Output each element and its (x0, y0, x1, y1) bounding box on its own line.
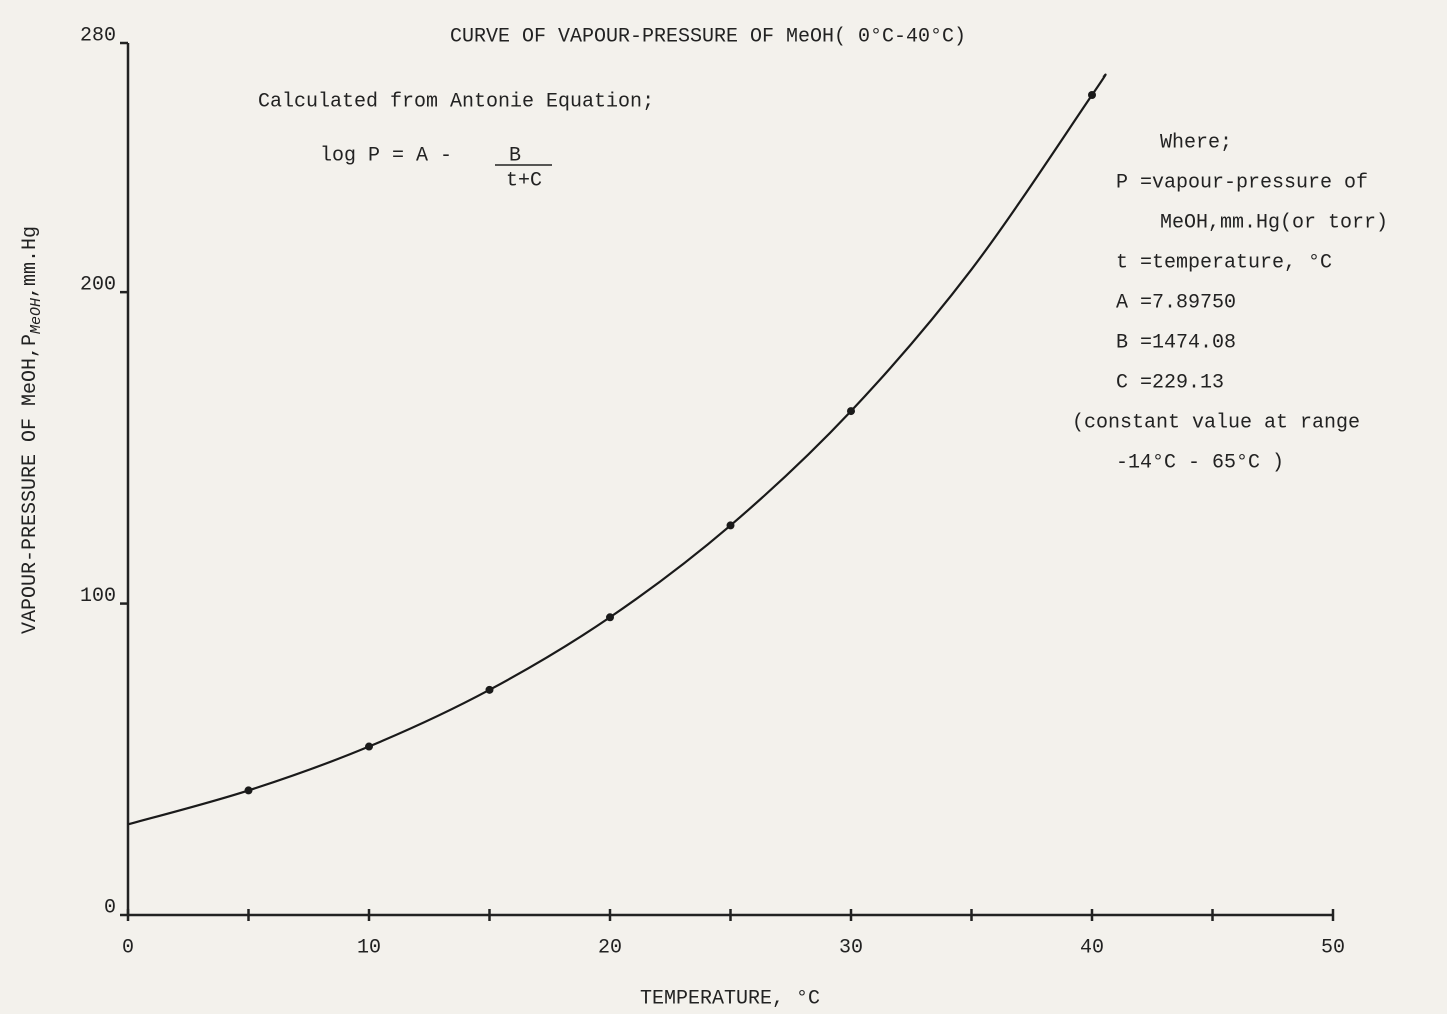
note-line: t =temperature, °C (1116, 251, 1332, 274)
y-tick-label: 0 (104, 896, 116, 919)
y-tick-label: 100 (80, 585, 116, 608)
y-tick-label: 280 (80, 24, 116, 47)
x-tick-label: 40 (1080, 936, 1104, 959)
y-label-unit: ,mm.Hg (19, 226, 42, 298)
annotation: Calculated from Antonie Equation; (258, 90, 654, 113)
equation: log P = A - (320, 144, 452, 167)
note-line: P =vapour-pressure of (1116, 171, 1368, 194)
equation-numerator: B (509, 144, 521, 167)
x-axis-label: TEMPERATURE, °C (640, 987, 820, 1010)
x-tick-label: 30 (839, 936, 863, 959)
data-point (1088, 91, 1096, 99)
y-tick-label: 200 (80, 273, 116, 296)
note-line: B =1474.08 (1116, 331, 1236, 354)
data-point (727, 521, 735, 529)
data-point (365, 743, 373, 751)
note-line: Where; (1160, 131, 1232, 154)
page: CURVE OF VAPOUR-PRESSURE OF MeOH( 0°C-40… (0, 0, 1447, 1014)
data-point (606, 613, 614, 621)
x-tick-label: 50 (1321, 936, 1345, 959)
note-line: MeOH,mm.Hg(or torr) (1160, 211, 1388, 234)
note-line: A =7.89750 (1116, 291, 1236, 314)
x-tick-label: 10 (357, 936, 381, 959)
note-line: (constant value at range (1072, 411, 1360, 434)
chart: CURVE OF VAPOUR-PRESSURE OF MeOH( 0°C-40… (0, 0, 1447, 1014)
data-point (847, 407, 855, 415)
y-label-main: VAPOUR-PRESSURE OF MeOH,P (19, 334, 42, 634)
note-line: C =229.13 (1116, 371, 1224, 394)
chart-title: CURVE OF VAPOUR-PRESSURE OF MeOH( 0°C-40… (450, 25, 966, 48)
note-line: -14°C - 65°C ) (1116, 451, 1284, 474)
data-point (486, 686, 494, 694)
y-axis-label: VAPOUR-PRESSURE OF MeOH,PMeOH,mm.Hg (19, 226, 45, 634)
y-label-subscript: MeOH (28, 298, 45, 334)
equation-denominator: t+C (506, 169, 542, 192)
x-tick-label: 0 (122, 936, 134, 959)
x-tick-label: 20 (598, 936, 622, 959)
data-point (245, 786, 253, 794)
